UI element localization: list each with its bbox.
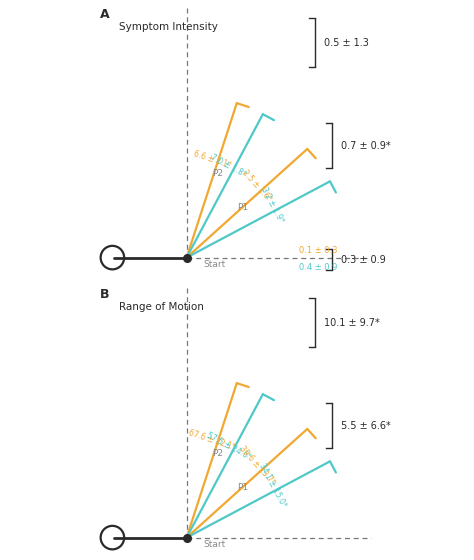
Text: B: B <box>100 288 109 301</box>
Text: Start: Start <box>203 540 226 549</box>
Text: P1: P1 <box>237 483 248 492</box>
Text: 7.0 ± 1.8*: 7.0 ± 1.8* <box>209 153 248 179</box>
Text: 39.6 ± 13.7*: 39.6 ± 13.7* <box>237 445 277 487</box>
Text: 57.5 ± 24.6*: 57.5 ± 24.6* <box>205 430 252 461</box>
Text: P2: P2 <box>212 169 223 178</box>
Text: A: A <box>100 8 109 21</box>
Text: Start: Start <box>203 260 226 269</box>
Text: 67.6 ± 22.1*: 67.6 ± 22.1* <box>187 428 237 452</box>
Text: P1: P1 <box>237 203 248 212</box>
Text: P2: P2 <box>212 449 223 458</box>
Text: 3.2 ± 1.9*: 3.2 ± 1.9* <box>259 185 286 224</box>
Text: 5.5 ± 6.6*: 5.5 ± 6.6* <box>341 421 391 431</box>
Text: 34.1 ± 15.0*: 34.1 ± 15.0* <box>257 461 288 508</box>
Text: 2.5 ± 1.6*: 2.5 ± 1.6* <box>241 168 273 203</box>
Text: Symptom Intensity: Symptom Intensity <box>119 22 218 32</box>
Text: 6.6 ± 2.1*: 6.6 ± 2.1* <box>192 150 232 170</box>
Text: Range of Motion: Range of Motion <box>119 302 204 312</box>
Text: 0.7 ± 0.9*: 0.7 ± 0.9* <box>341 141 390 151</box>
Text: 10.1 ± 9.7*: 10.1 ± 9.7* <box>324 318 380 328</box>
Text: 0.4 ± 0.9: 0.4 ± 0.9 <box>299 263 337 272</box>
Text: 0.3 ± 0.9: 0.3 ± 0.9 <box>341 255 385 265</box>
Text: 0.1 ± 0.3: 0.1 ± 0.3 <box>299 246 337 255</box>
Text: 0.5 ± 1.3: 0.5 ± 1.3 <box>324 38 369 48</box>
